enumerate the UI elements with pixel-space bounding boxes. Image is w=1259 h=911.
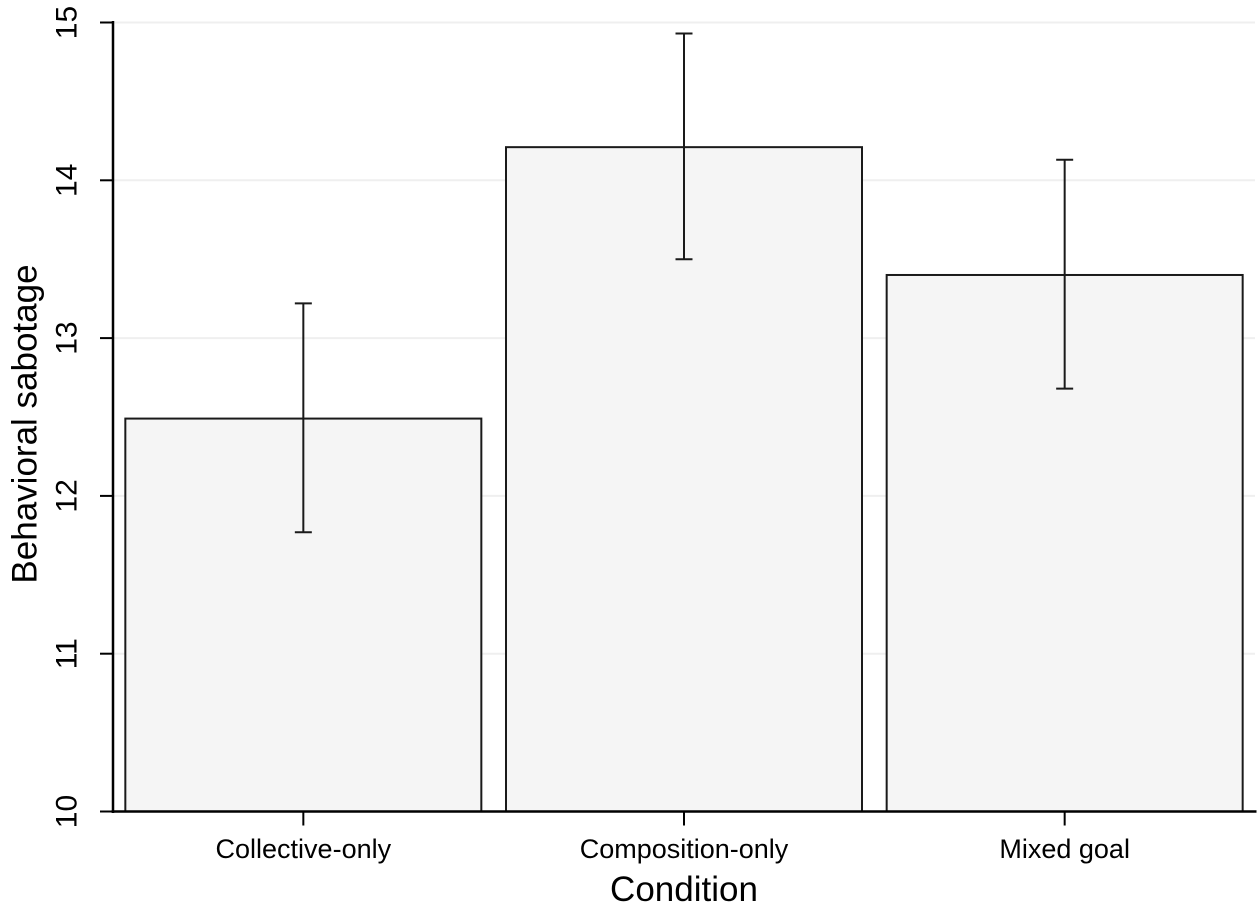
bar-composition-only	[505, 146, 863, 813]
y-tick-label-12: 12	[51, 479, 84, 512]
y-tick-label-13: 13	[51, 321, 84, 354]
x-axis-title: Condition	[610, 870, 758, 909]
x-tick-label-collective-only: Collective-only	[216, 834, 392, 864]
y-tick-label-14: 14	[51, 164, 84, 197]
x-tick-label-composition-only: Composition-only	[580, 834, 789, 864]
y-tick-label-11: 11	[51, 638, 84, 669]
x-tick-label-mixed-goal: Mixed goal	[999, 834, 1130, 864]
y-tick-label-15: 15	[51, 6, 84, 39]
y-tick-label-10: 10	[51, 795, 84, 828]
y-axis-title: Behavioral sabotage	[6, 264, 45, 583]
